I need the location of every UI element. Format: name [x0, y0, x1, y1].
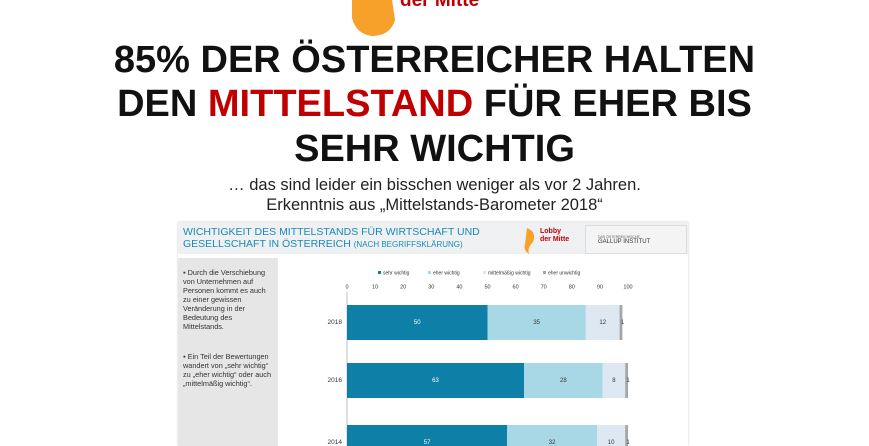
value-label: 10 — [608, 440, 615, 446]
bullet-text: Ein Teil der Bewertungen wandert von „se… — [183, 352, 272, 388]
x-tick-label: 70 — [541, 284, 547, 290]
headline-part: FÜR EHER BIS — [473, 83, 752, 125]
slide-title: WICHTIGKEIT DES MITTELSTANDS FÜR WIRTSCH… — [183, 226, 523, 251]
slide-title-note: (NACH BEGRIFFSKLÄRUNG) — [353, 240, 463, 249]
x-tick-label: 50 — [484, 284, 490, 290]
bar-segment — [347, 425, 508, 446]
value-label: 57 — [424, 440, 431, 446]
value-label: 63 — [432, 378, 439, 384]
x-tick-label: 40 — [456, 284, 462, 290]
x-tick-label: 100 — [623, 284, 632, 290]
bar-segment — [585, 305, 620, 340]
slide-title-text: WICHTIGKEIT DES MITTELSTANDS FÜR WIRTSCH… — [183, 226, 480, 250]
value-label: 8 — [612, 378, 616, 384]
bar-segment — [507, 425, 598, 446]
value-label: 1 — [626, 440, 630, 446]
lobby-logo-text: Lobby — [540, 228, 561, 235]
x-tick-label: 60 — [513, 284, 519, 290]
logo-text: der Mitte — [400, 0, 480, 11]
logo-hand — [352, 0, 395, 36]
y-tick-label: 2018 — [328, 319, 343, 326]
x-tick-label: 20 — [400, 284, 406, 290]
x-tick-label: 80 — [569, 284, 575, 290]
bullet: ▪ Ein Teil der Bewertungen wandert von „… — [183, 352, 272, 388]
legend-swatch — [543, 271, 546, 274]
bar-segment — [347, 305, 488, 340]
value-label: 1 — [626, 378, 630, 384]
legend-label: eher unwichtig — [548, 270, 580, 276]
bar-segment — [487, 305, 586, 340]
legend-swatch — [378, 271, 381, 274]
gallup-logo: DAS ÖSTERREICHISCHE GALLUP INSTITUT — [585, 225, 687, 254]
bar-segment — [619, 305, 623, 340]
value-label: 12 — [599, 320, 606, 326]
subtitle: … das sind leider ein bisschen weniger a… — [228, 176, 641, 194]
gallup-small: DAS ÖSTERREICHISCHE — [598, 235, 640, 239]
value-label: 50 — [414, 320, 421, 326]
bullet: ▪ Durch die Verschiebung von Unternehmen… — [183, 268, 266, 331]
bar-segment — [602, 363, 626, 398]
lobby-logo: Lobby der Mitte — [540, 228, 569, 244]
headline-line: SEHR WICHTIG — [294, 128, 575, 170]
x-tick-label: 0 — [345, 284, 348, 290]
legend-label: eher wichtig — [433, 270, 460, 276]
legend-swatch — [428, 271, 431, 274]
value-label: 28 — [560, 378, 567, 384]
legend-label: sehr wichtig — [383, 270, 410, 276]
bar-segment — [597, 425, 626, 446]
lobby-logo-text: der Mitte — [540, 236, 570, 243]
x-tick-label: 30 — [428, 284, 434, 290]
side-panel — [178, 258, 278, 446]
headline-line: DEN MITTELSTAND FÜR EHER BIS — [0, 82, 869, 126]
bar-segment — [347, 363, 525, 398]
x-tick-label: 90 — [597, 284, 603, 290]
x-tick-label: 10 — [372, 284, 378, 290]
value-label: 35 — [533, 320, 540, 326]
value-label: 32 — [549, 440, 556, 446]
lobby-hand — [524, 228, 535, 254]
headline-highlight: MITTELSTAND — [207, 83, 474, 125]
bar-segment — [625, 363, 628, 398]
headline-line: 85% DER ÖSTERREICHER HALTEN — [113, 39, 756, 81]
headline-part: DEN — [117, 83, 208, 125]
value-label: 1 — [621, 320, 625, 326]
legend-swatch — [483, 271, 486, 274]
bullet-text: Durch die Verschiebung von Unternehmen a… — [183, 268, 266, 331]
bar-segment — [524, 363, 603, 398]
subtitle: Erkenntnis aus „Mittelstands-Barometer 2… — [266, 196, 603, 214]
y-tick-label: 2014 — [328, 439, 343, 446]
gallup-text: GALLUP INSTITUT — [598, 239, 651, 245]
bar-segment — [625, 425, 628, 446]
legend-label: mittelmäßig wichtig — [488, 270, 531, 276]
y-tick-label: 2016 — [328, 377, 343, 384]
